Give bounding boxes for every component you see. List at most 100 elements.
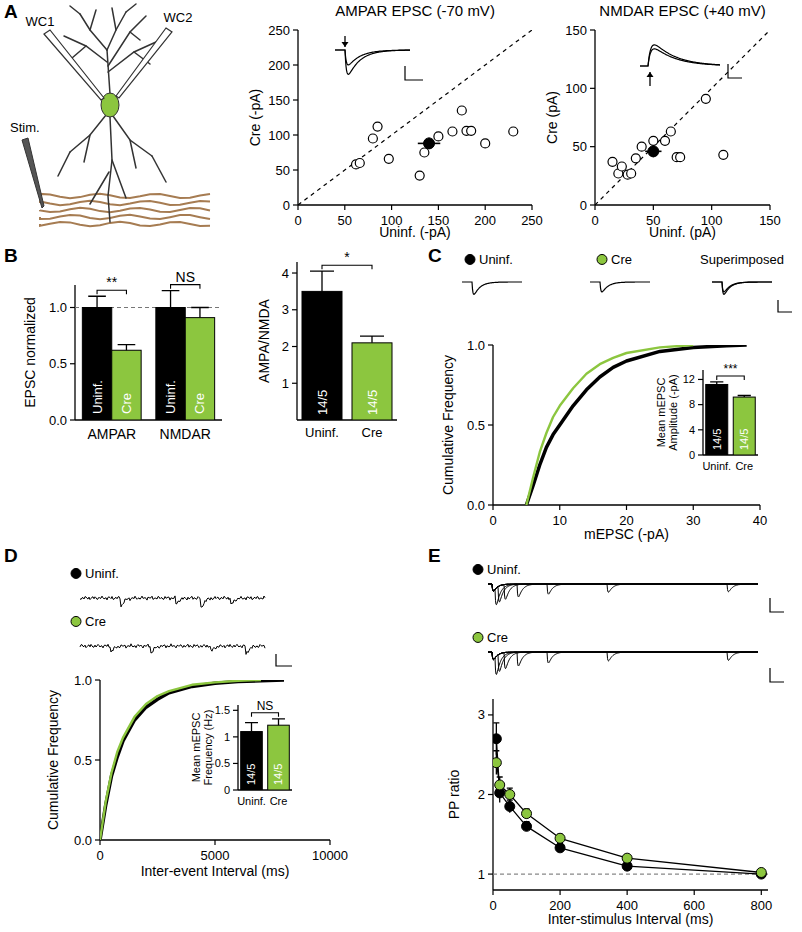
y-tick bbox=[70, 419, 75, 420]
point bbox=[631, 154, 640, 163]
x-tick-label: 30 bbox=[686, 513, 700, 528]
y-tick-label: 1.0 bbox=[49, 300, 67, 315]
trace bbox=[488, 652, 758, 663]
trace bbox=[488, 652, 758, 660]
figure: ABCDEWC1WC2Stim.050100150200250050100150… bbox=[0, 0, 802, 932]
bar bbox=[733, 397, 755, 455]
y-tick bbox=[488, 794, 493, 795]
x-tick bbox=[769, 205, 770, 210]
identity-line bbox=[595, 30, 770, 205]
legend-marker bbox=[473, 564, 483, 574]
point bbox=[627, 169, 636, 178]
x-axis-label: Uninf. (pA) bbox=[649, 224, 716, 240]
axes: 04812Mean mEPSCAmplitude (-pA) bbox=[655, 370, 758, 461]
point bbox=[756, 867, 766, 877]
x-tick bbox=[626, 505, 627, 510]
x-tick bbox=[627, 890, 628, 895]
error-bar bbox=[162, 291, 180, 308]
significance-label: NS bbox=[176, 269, 195, 285]
stim-electrode bbox=[22, 138, 44, 208]
point bbox=[622, 853, 632, 863]
trace bbox=[488, 652, 758, 666]
y-tick-label: 1 bbox=[224, 731, 230, 743]
n-label: 14/5 bbox=[245, 764, 257, 785]
y-axis-label: Mean mEPSC bbox=[190, 713, 202, 783]
y-tick bbox=[293, 169, 298, 170]
y-tick-label: 0.5 bbox=[74, 753, 92, 768]
dendrite bbox=[72, 46, 86, 58]
point bbox=[434, 132, 443, 141]
x-tick bbox=[594, 205, 595, 210]
x-tick bbox=[297, 205, 298, 210]
x-tick bbox=[653, 205, 654, 210]
significance-label: *** bbox=[723, 362, 737, 376]
category-label: Cre bbox=[362, 425, 383, 440]
x-tick-label: 0 bbox=[294, 213, 301, 228]
y-tick-label: 0.5 bbox=[49, 356, 67, 371]
x-tick-label: 0 bbox=[591, 213, 598, 228]
point bbox=[457, 106, 466, 115]
legend-label: Uninf. bbox=[479, 252, 513, 267]
y-tick bbox=[488, 504, 493, 505]
y-tick bbox=[233, 710, 238, 711]
point bbox=[368, 134, 377, 143]
x-tick bbox=[694, 890, 695, 895]
error-bar bbox=[738, 396, 751, 398]
y-tick-label: 2 bbox=[282, 339, 289, 354]
category-label: Uninf. bbox=[237, 795, 266, 807]
legend-label: Cre bbox=[85, 614, 106, 629]
plot-area bbox=[493, 723, 768, 879]
point bbox=[676, 153, 685, 162]
y-axis bbox=[702, 370, 703, 455]
trace bbox=[488, 584, 758, 597]
error-bar bbox=[118, 345, 136, 351]
mean-point bbox=[648, 146, 659, 157]
trace bbox=[488, 652, 758, 661]
trace bbox=[335, 50, 410, 74]
n-label: 14/5 bbox=[738, 429, 750, 450]
significance-bracket bbox=[252, 713, 279, 717]
fiber bbox=[40, 215, 210, 219]
y-tick-label: 0 bbox=[689, 449, 695, 461]
dendrite bbox=[90, 172, 109, 204]
title: AMPAR EPSC (-70 mV) bbox=[335, 2, 495, 19]
point bbox=[415, 171, 424, 180]
dendrite bbox=[84, 135, 90, 162]
y-tick bbox=[70, 307, 75, 308]
y-tick-label: 1.0 bbox=[467, 338, 485, 353]
y-tick-label: 0 bbox=[224, 784, 230, 796]
scale-bar bbox=[276, 654, 292, 666]
trace bbox=[712, 282, 772, 292]
point bbox=[522, 809, 532, 819]
y-tick bbox=[233, 789, 238, 790]
x-tick bbox=[761, 890, 762, 895]
bar-label: Cre bbox=[192, 393, 207, 414]
x-axis bbox=[493, 889, 768, 890]
trace bbox=[488, 584, 758, 592]
error-bar bbox=[710, 382, 723, 385]
error-bar bbox=[88, 296, 106, 307]
n-label: 14/5 bbox=[315, 390, 330, 415]
y-axis-label: EPSC normalized bbox=[22, 297, 38, 408]
mean-point bbox=[424, 138, 435, 149]
scale-bar bbox=[770, 598, 784, 612]
bar-label: Cre bbox=[119, 393, 134, 414]
x-tick bbox=[492, 505, 493, 510]
y-tick bbox=[488, 873, 493, 874]
y-tick bbox=[95, 679, 100, 680]
significance-bracket bbox=[171, 285, 200, 289]
diagram-label: WC1 bbox=[26, 14, 55, 29]
point bbox=[649, 136, 658, 145]
y-tick bbox=[292, 309, 297, 310]
bar bbox=[241, 732, 263, 790]
x-tick bbox=[559, 890, 560, 895]
y-tick bbox=[70, 363, 75, 364]
fiber bbox=[40, 201, 210, 205]
trace bbox=[712, 282, 772, 294]
y-tick bbox=[698, 404, 703, 405]
panel-label: D bbox=[4, 545, 18, 566]
x-tick bbox=[693, 505, 694, 510]
significance-bracket bbox=[97, 290, 126, 294]
category-label: NMDAR bbox=[160, 426, 211, 442]
y-tick bbox=[293, 204, 298, 205]
